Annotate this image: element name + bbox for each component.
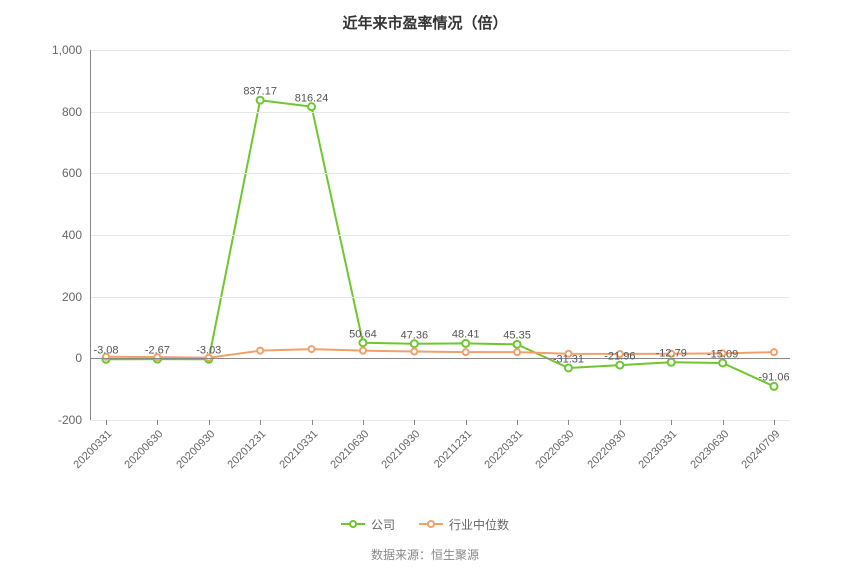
data-point[interactable] (411, 349, 417, 355)
x-tick-label: 20230331 (637, 428, 680, 471)
x-tick (157, 420, 158, 425)
grid-line (90, 235, 790, 236)
data-point[interactable] (463, 349, 469, 355)
grid-line (90, 297, 790, 298)
y-tick-label: 800 (62, 105, 82, 119)
x-tick (106, 420, 107, 425)
plot-area: -20002004006008001,000202003312020063020… (90, 50, 790, 420)
data-label: 45.35 (503, 330, 531, 342)
x-tick (466, 420, 467, 425)
series-line (106, 100, 774, 386)
x-tick-label: 20210331 (277, 428, 320, 471)
data-label: -15.09 (707, 349, 738, 361)
x-tick-label: 20220630 (534, 428, 577, 471)
x-tick (209, 420, 210, 425)
x-tick-label: 20210930 (380, 428, 423, 471)
x-tick-label: 20220930 (585, 428, 628, 471)
data-label: 48.41 (452, 329, 480, 341)
y-tick-label: 400 (62, 228, 82, 242)
x-tick (260, 420, 261, 425)
x-tick-label: 20200930 (174, 428, 217, 471)
grid-line (90, 112, 790, 113)
data-label: 816.24 (295, 92, 329, 104)
data-label: 47.36 (401, 329, 429, 341)
x-tick-label: 20201231 (226, 428, 269, 471)
legend-marker-icon (341, 518, 365, 530)
y-tick-label: 0 (75, 351, 82, 365)
x-tick (568, 420, 569, 425)
data-label: -91.06 (758, 372, 789, 384)
data-label: -21.96 (604, 351, 635, 363)
legend: 公司 行业中位数 (0, 516, 850, 534)
data-label: 837.17 (243, 86, 277, 98)
x-tick-label: 20240709 (739, 428, 782, 471)
grid-line (90, 173, 790, 174)
x-tick-label: 20200630 (123, 428, 166, 471)
data-label: -31.31 (553, 354, 584, 366)
data-label: -3.03 (196, 345, 221, 357)
x-tick-label: 20210630 (328, 428, 371, 471)
y-axis (90, 50, 91, 420)
legend-item[interactable]: 行业中位数 (419, 516, 509, 533)
legend-marker-icon (419, 518, 443, 530)
x-tick-label: 20220331 (482, 428, 525, 471)
x-tick (620, 420, 621, 425)
y-tick-label: 1,000 (52, 43, 82, 57)
x-tick-label: 20211231 (432, 428, 475, 471)
x-tick (671, 420, 672, 425)
y-tick-label: -200 (58, 413, 82, 427)
x-tick-label: 20230630 (688, 428, 731, 471)
data-point[interactable] (360, 348, 366, 354)
legend-label: 行业中位数 (449, 516, 509, 533)
x-tick (723, 420, 724, 425)
data-label: 50.64 (349, 328, 377, 340)
grid-line (90, 420, 790, 421)
data-label: -12.79 (656, 348, 687, 360)
grid-line (90, 50, 790, 51)
chart-container: 近年来市盈率情况（倍） -20002004006008001,000202003… (0, 0, 850, 575)
data-point[interactable] (309, 346, 315, 352)
data-point[interactable] (771, 349, 777, 355)
data-point[interactable] (514, 349, 520, 355)
x-tick-label: 20200331 (71, 428, 114, 471)
x-tick (517, 420, 518, 425)
data-source: 数据来源：恒生聚源 (0, 546, 850, 563)
x-tick (774, 420, 775, 425)
y-tick-label: 600 (62, 166, 82, 180)
x-tick (312, 420, 313, 425)
chart-title: 近年来市盈率情况（倍） (0, 0, 850, 33)
data-point[interactable] (257, 348, 263, 354)
y-tick-label: 200 (62, 290, 82, 304)
x-tick (363, 420, 364, 425)
legend-label: 公司 (371, 516, 395, 533)
data-label: -2.67 (145, 345, 170, 357)
x-tick (414, 420, 415, 425)
data-label: -3.08 (93, 345, 118, 357)
legend-item[interactable]: 公司 (341, 516, 395, 533)
